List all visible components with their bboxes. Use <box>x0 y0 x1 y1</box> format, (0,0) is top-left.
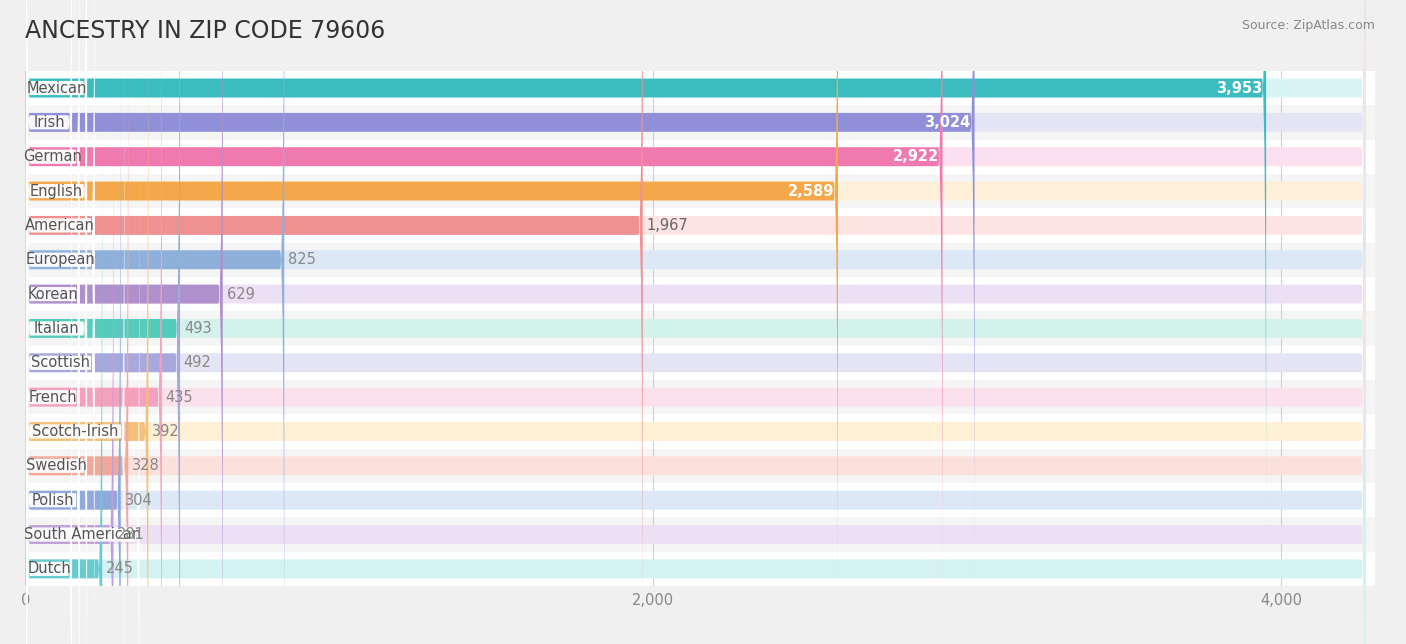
FancyBboxPatch shape <box>25 97 1365 644</box>
FancyBboxPatch shape <box>25 0 1365 644</box>
Bar <box>25 174 1375 208</box>
Text: Source: ZipAtlas.com: Source: ZipAtlas.com <box>1241 19 1375 32</box>
Text: ANCESTRY IN ZIP CODE 79606: ANCESTRY IN ZIP CODE 79606 <box>25 19 385 43</box>
FancyBboxPatch shape <box>25 0 87 596</box>
Text: English: English <box>30 184 83 198</box>
FancyBboxPatch shape <box>25 61 87 644</box>
Text: Scotch-Irish: Scotch-Irish <box>32 424 118 439</box>
FancyBboxPatch shape <box>25 0 1365 644</box>
Text: Mexican: Mexican <box>27 80 87 95</box>
Text: Dutch: Dutch <box>27 562 70 576</box>
FancyBboxPatch shape <box>25 0 1365 644</box>
Text: 492: 492 <box>184 355 211 370</box>
Text: 629: 629 <box>226 287 254 301</box>
Bar <box>25 71 1375 105</box>
Text: 328: 328 <box>132 459 160 473</box>
FancyBboxPatch shape <box>25 0 80 644</box>
FancyBboxPatch shape <box>25 0 1267 560</box>
FancyBboxPatch shape <box>25 0 149 644</box>
FancyBboxPatch shape <box>25 0 87 493</box>
FancyBboxPatch shape <box>25 0 1365 644</box>
FancyBboxPatch shape <box>25 0 1365 644</box>
Bar <box>25 105 1375 140</box>
FancyBboxPatch shape <box>25 29 121 644</box>
FancyBboxPatch shape <box>25 0 180 644</box>
Text: 2,922: 2,922 <box>893 149 939 164</box>
FancyBboxPatch shape <box>25 0 72 527</box>
FancyBboxPatch shape <box>25 164 72 644</box>
Text: 304: 304 <box>125 493 152 507</box>
FancyBboxPatch shape <box>25 0 1365 594</box>
FancyBboxPatch shape <box>25 97 103 644</box>
FancyBboxPatch shape <box>25 0 284 644</box>
FancyBboxPatch shape <box>25 63 1365 644</box>
FancyBboxPatch shape <box>25 0 87 644</box>
FancyBboxPatch shape <box>25 0 1365 560</box>
Text: 3,953: 3,953 <box>1216 80 1263 95</box>
Text: German: German <box>24 149 82 164</box>
Text: 435: 435 <box>166 390 193 404</box>
FancyBboxPatch shape <box>25 26 125 644</box>
FancyBboxPatch shape <box>25 0 942 628</box>
FancyBboxPatch shape <box>25 0 974 594</box>
Text: South American: South American <box>24 527 141 542</box>
FancyBboxPatch shape <box>25 0 80 562</box>
Text: 825: 825 <box>288 252 316 267</box>
FancyBboxPatch shape <box>25 0 94 644</box>
Bar <box>25 517 1375 552</box>
FancyBboxPatch shape <box>25 0 838 644</box>
Text: Swedish: Swedish <box>27 459 87 473</box>
Bar <box>25 208 1375 243</box>
Text: Irish: Irish <box>34 115 65 130</box>
Bar <box>25 483 1375 517</box>
Text: European: European <box>25 252 96 267</box>
Bar <box>25 346 1375 380</box>
Bar <box>25 449 1375 483</box>
FancyBboxPatch shape <box>25 0 222 644</box>
Text: 3,024: 3,024 <box>925 115 970 130</box>
Bar <box>25 311 1375 346</box>
FancyBboxPatch shape <box>25 0 1365 628</box>
FancyBboxPatch shape <box>25 0 94 644</box>
Text: 1,967: 1,967 <box>647 218 689 233</box>
Text: Italian: Italian <box>34 321 79 336</box>
Bar <box>25 277 1375 311</box>
FancyBboxPatch shape <box>25 0 94 630</box>
FancyBboxPatch shape <box>25 0 128 644</box>
FancyBboxPatch shape <box>25 0 1365 644</box>
Bar <box>25 140 1375 174</box>
FancyBboxPatch shape <box>25 0 643 644</box>
Bar <box>25 414 1375 449</box>
FancyBboxPatch shape <box>25 0 80 644</box>
FancyBboxPatch shape <box>25 0 1365 644</box>
Bar <box>25 552 1375 586</box>
FancyBboxPatch shape <box>25 0 1365 644</box>
Text: 281: 281 <box>117 527 145 542</box>
Bar <box>25 243 1375 277</box>
FancyBboxPatch shape <box>25 95 80 644</box>
FancyBboxPatch shape <box>25 0 1365 644</box>
Bar <box>25 380 1375 414</box>
FancyBboxPatch shape <box>25 0 180 644</box>
Text: 2,589: 2,589 <box>787 184 834 198</box>
Text: 245: 245 <box>105 562 134 576</box>
Text: Scottish: Scottish <box>31 355 90 370</box>
Text: Korean: Korean <box>27 287 79 301</box>
FancyBboxPatch shape <box>25 0 162 644</box>
Text: American: American <box>25 218 96 233</box>
Text: French: French <box>28 390 77 404</box>
FancyBboxPatch shape <box>25 29 1365 644</box>
FancyBboxPatch shape <box>25 129 139 644</box>
Text: Polish: Polish <box>31 493 75 507</box>
FancyBboxPatch shape <box>25 63 114 644</box>
Text: 392: 392 <box>152 424 180 439</box>
Text: 493: 493 <box>184 321 211 336</box>
